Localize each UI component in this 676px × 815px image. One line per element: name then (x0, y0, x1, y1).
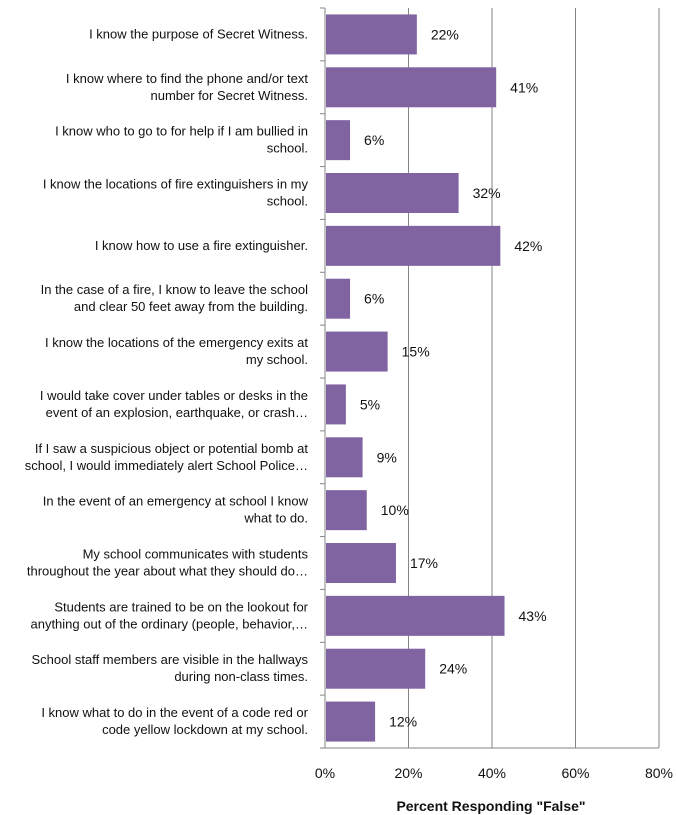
data-label: 42% (514, 238, 542, 254)
category-labels: I know the purpose of Secret Witness. I k… (25, 26, 309, 737)
bar (326, 225, 501, 266)
category-label: number for Secret Witness. (151, 88, 309, 103)
category-label: school. (267, 194, 308, 209)
data-label: 15% (402, 344, 430, 360)
bar (326, 67, 497, 108)
bar (326, 543, 396, 583)
bar (326, 173, 459, 213)
data-label: 22% (431, 26, 459, 42)
category-label: I know the purpose of Secret Witness. (89, 26, 308, 41)
bars (326, 14, 505, 742)
data-label: 6% (364, 132, 384, 148)
data-label: 5% (360, 396, 380, 412)
category-label: what to do. (243, 511, 308, 526)
bar (326, 384, 346, 425)
bar (326, 701, 376, 742)
category-label: In the case of a fire, I know to leave t… (41, 282, 308, 297)
category-label: School staff members are visible in the … (32, 652, 309, 667)
category-label: anything out of the ordinary (people, be… (30, 616, 308, 631)
x-tick-label: 40% (478, 765, 506, 781)
category-label: I know the locations of fire extinguishe… (43, 177, 309, 192)
data-label: 17% (410, 555, 438, 571)
bar (326, 490, 367, 531)
category-label: school. (267, 141, 308, 156)
category-label: event of an explosion, earthquake, or cr… (46, 405, 308, 420)
bar (326, 120, 351, 161)
category-label: I know who to go to for help if I am bul… (55, 124, 308, 139)
category-label: I know what to do in the event of a code… (41, 705, 308, 720)
bar (326, 595, 505, 636)
category-label: In the event of an emergency at school I… (43, 494, 309, 509)
category-label: my school. (246, 352, 308, 367)
data-label: 12% (389, 714, 417, 730)
data-label: 10% (381, 502, 409, 518)
category-label: Students are trained to be on the lookou… (54, 599, 308, 614)
x-axis-title: Percent Responding "False" (396, 798, 585, 814)
category-label: during non-class times. (174, 669, 308, 684)
bar (326, 437, 363, 478)
x-tick-label: 60% (561, 765, 589, 781)
data-label: 6% (364, 291, 384, 307)
x-tick-label: 0% (315, 765, 335, 781)
bar (326, 648, 426, 689)
category-label: I know where to find the phone and/or te… (66, 71, 308, 86)
category-label: I know how to use a fire extinguisher. (95, 238, 308, 253)
data-label: 24% (439, 661, 467, 677)
category-label: throughout the year about what they shou… (27, 564, 308, 579)
data-label: 9% (377, 449, 397, 465)
bar (326, 278, 351, 319)
data-label: 41% (510, 79, 538, 95)
category-label: code yellow lockdown at my school. (102, 722, 308, 737)
gridlines (408, 8, 660, 748)
category-label: school, I would immediately alert School… (25, 458, 308, 473)
x-tick-labels: 0% 20% 40% 60% 80% (315, 765, 673, 781)
data-label: 32% (473, 185, 501, 201)
data-labels: 22% 41% 6% 32% 42% 6% 15% 5% 9% 10% 17% 43% 24% 12% (360, 26, 547, 729)
category-label: If I saw a suspicious object or potentia… (35, 441, 309, 456)
bar (326, 331, 388, 372)
axes (320, 7, 659, 749)
x-tick-label: 80% (645, 765, 673, 781)
category-label: I would take cover under tables or desks… (40, 388, 308, 403)
data-label: 43% (519, 608, 547, 624)
x-tick-label: 20% (394, 765, 422, 781)
category-label: My school communicates with students (83, 547, 309, 562)
category-label: and clear 50 feet away from the building… (74, 299, 308, 314)
bar (326, 14, 417, 55)
category-label: I know the locations of the emergency ex… (45, 335, 308, 350)
